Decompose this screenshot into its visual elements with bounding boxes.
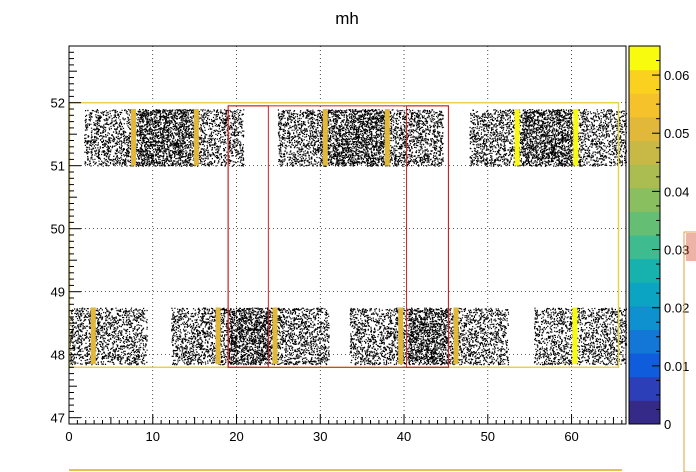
plot-background: [69, 46, 626, 424]
colorbar-tick-label: 0.01: [664, 359, 689, 374]
scatter-points: [349, 307, 510, 366]
colorbar-tick-label: 0.05: [664, 126, 689, 141]
colorbar-tick-label: 0.02: [664, 301, 689, 316]
colorbar-swatch: [629, 400, 660, 425]
colored-bands: [90, 109, 579, 365]
x-tick-label: 20: [229, 429, 243, 444]
y-tick-label: 47: [51, 411, 65, 426]
scatter-block: [69, 307, 149, 366]
colorbar: 0 0.01 0.02 0.03 0.04 0.05 0.06: [628, 45, 689, 432]
band-mark: [322, 109, 328, 166]
colorbar-swatch: [629, 46, 660, 71]
colorbar-swatch: [629, 258, 660, 283]
plot-area: [69, 46, 626, 424]
scatter-points: [533, 307, 628, 366]
colorbar-swatch: [629, 282, 660, 307]
x-tick-label: 30: [313, 429, 327, 444]
dense-scatter-points: [408, 307, 448, 366]
band-mark: [384, 109, 390, 166]
scatter-points: [277, 109, 444, 167]
y-tick-label: 52: [51, 96, 65, 111]
scatter-points: [469, 109, 628, 167]
x-tick-label: 50: [481, 429, 495, 444]
colorbar-swatch: [629, 93, 660, 118]
chart-title: mh: [335, 9, 359, 28]
colorbar-swatch: [629, 376, 660, 401]
band-mark: [215, 307, 221, 365]
dense-regions: [136, 109, 573, 366]
colorbar-tick-label: 0: [664, 417, 671, 432]
y-tick-label: 51: [51, 159, 65, 174]
colorbar-swatch: [629, 211, 660, 236]
dense-scatter-points: [228, 307, 272, 366]
dense-scatter-points: [136, 109, 192, 167]
x-tick-label: 40: [397, 429, 411, 444]
scatter-blocks: [69, 109, 628, 366]
scatter-points: [171, 307, 330, 366]
red-outline-box: [406, 105, 449, 368]
scatter-block: [277, 109, 444, 167]
band-mark: [573, 109, 579, 166]
scatter-block: [349, 307, 510, 366]
band-mark: [272, 307, 278, 365]
colorbar-swatch: [629, 235, 660, 260]
x-tick-label: 10: [146, 429, 160, 444]
colorbar-tick-label: 0.06: [664, 68, 689, 83]
axes: 0 10 20 30 40 50 60 47 48 49 50 51 52: [51, 45, 627, 444]
scatter-block: [533, 307, 628, 366]
band-mark: [130, 109, 136, 166]
right-hatch-marks: [686, 233, 696, 261]
scatter-block: [469, 109, 628, 167]
dense-scatter-points: [320, 109, 389, 167]
colorbar-swatch: [629, 329, 660, 354]
scatter-block: [171, 307, 330, 366]
band-mark: [453, 307, 459, 365]
x-tick-label: 0: [65, 429, 72, 444]
colorbar-tick-label: 0.03: [664, 243, 689, 258]
band-mark: [90, 307, 96, 365]
band-mark: [193, 109, 199, 166]
dense-scatter-points: [521, 109, 573, 167]
colorbar-tick-label: 0.04: [664, 184, 689, 199]
y-tick-label: 49: [51, 285, 65, 300]
colorbar-swatch: [629, 116, 660, 141]
colorbar-swatch: [629, 69, 660, 94]
side-artifacts: [69, 231, 696, 472]
y-tick-label: 50: [51, 222, 65, 237]
band-mark: [398, 307, 404, 365]
colorbar-swatch: [629, 164, 660, 189]
right-cropped-frame: [683, 231, 696, 472]
colorbar-swatch: [629, 305, 660, 330]
scatter-points: [69, 307, 149, 366]
colorbar-swatch: [629, 140, 660, 165]
band-mark: [572, 307, 578, 365]
y-tick-label: 48: [51, 348, 65, 363]
x-tick-label: 60: [564, 429, 578, 444]
colorbar-swatch: [629, 353, 660, 378]
band-mark: [514, 109, 520, 166]
